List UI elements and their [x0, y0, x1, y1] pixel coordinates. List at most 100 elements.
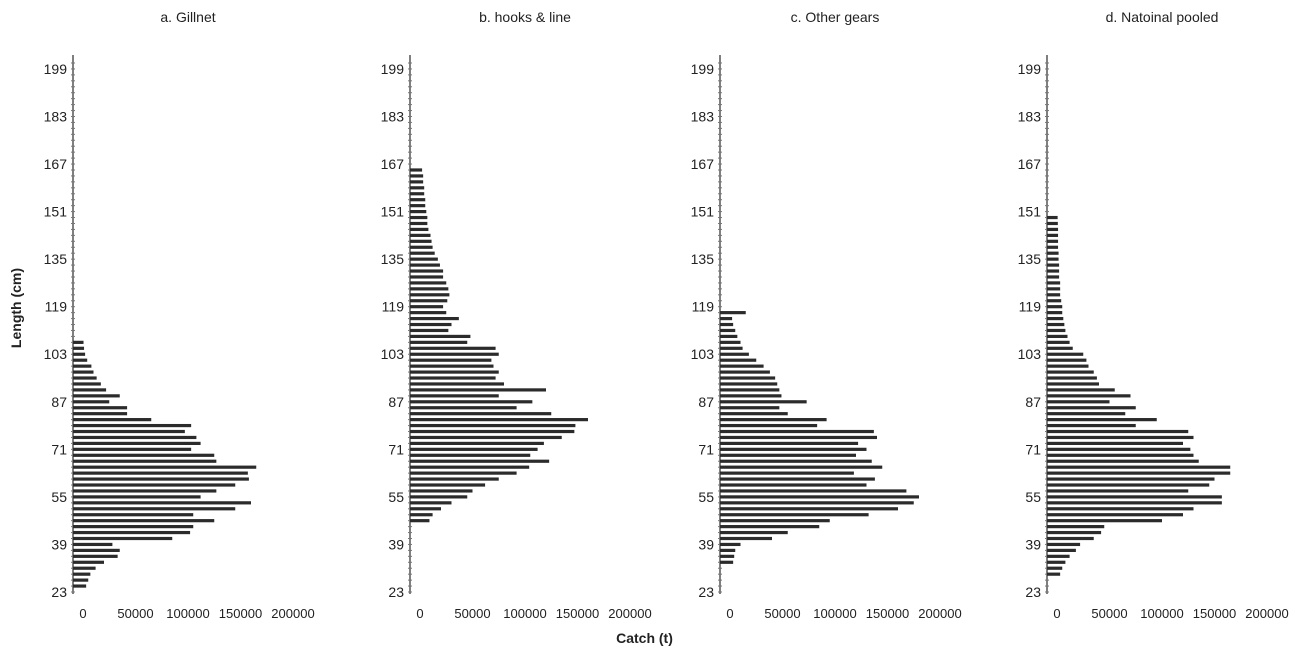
bar: [720, 447, 867, 451]
y-tick-label: 55: [51, 489, 67, 505]
bar: [410, 471, 517, 475]
bar: [720, 352, 749, 356]
x-tick-label: 100000: [166, 606, 209, 621]
bar: [410, 334, 471, 339]
bar: [73, 465, 257, 469]
x-tick-label: 150000: [866, 606, 909, 621]
bar: [73, 519, 215, 523]
bar: [720, 346, 743, 350]
bar: [410, 441, 544, 446]
y-tick-label: 87: [388, 394, 404, 410]
bar: [720, 483, 867, 487]
y-tick-label: 135: [691, 251, 715, 267]
bar: [410, 352, 499, 356]
bar: [720, 507, 898, 511]
bar: [73, 370, 94, 374]
bar: [720, 334, 738, 339]
bar: [1047, 311, 1063, 315]
bar: [410, 287, 449, 291]
bar: [410, 192, 425, 196]
bar: [410, 412, 552, 416]
y-tick-label: 167: [381, 156, 405, 172]
y-tick-label: 87: [698, 394, 714, 410]
x-tick-label: 150000: [1193, 606, 1236, 621]
bar: [720, 429, 874, 434]
bar: [410, 269, 444, 273]
bar: [1047, 536, 1094, 541]
y-tick-label: 39: [51, 536, 67, 552]
bar: [1047, 406, 1136, 410]
bar: [1047, 316, 1064, 321]
y-tick-label: 119: [382, 299, 405, 315]
bar: [1047, 435, 1194, 440]
bar: [410, 400, 533, 404]
bar: [720, 453, 856, 457]
bar: [720, 376, 776, 380]
bar: [410, 519, 430, 523]
bar: [73, 572, 91, 576]
bar: [410, 489, 473, 493]
y-tick-label: 39: [698, 536, 714, 552]
bar: [1047, 495, 1222, 499]
bar: [1047, 548, 1076, 552]
bar: [1047, 281, 1061, 285]
x-tick-label: 0: [416, 606, 423, 621]
bar: [73, 346, 85, 350]
bar: [410, 180, 424, 184]
bar: [720, 542, 741, 547]
x-tick-label: 0: [726, 606, 733, 621]
bar: [410, 322, 452, 327]
bar: [720, 501, 914, 505]
bar: [73, 525, 194, 529]
bar: [73, 423, 192, 428]
x-tick-label: 150000: [556, 606, 599, 621]
bar: [73, 489, 217, 493]
bar: [720, 388, 780, 392]
bar: [720, 400, 807, 404]
y-tick-label: 23: [1025, 584, 1041, 600]
bar: [73, 566, 96, 570]
x-tick-label: 50000: [454, 606, 490, 621]
bar: [1047, 459, 1199, 463]
y-tick-label: 135: [1018, 251, 1042, 267]
bar: [720, 513, 869, 517]
bar: [720, 316, 733, 321]
bar: [1047, 554, 1070, 558]
y-tick-label: 151: [381, 204, 405, 220]
x-tick-label: 50000: [764, 606, 800, 621]
bar: [1047, 477, 1215, 481]
bar: [73, 477, 249, 481]
y-tick-label: 199: [1018, 61, 1042, 77]
bar: [73, 548, 120, 552]
bar: [410, 328, 449, 333]
bar: [410, 227, 429, 232]
bar: [1047, 239, 1059, 243]
bar: [1047, 394, 1131, 398]
bar: [410, 507, 441, 511]
bar: [1047, 501, 1222, 505]
bar: [720, 435, 877, 440]
bar: [410, 465, 530, 469]
bar: [1047, 525, 1105, 529]
x-tick-label: 200000: [608, 606, 651, 621]
bar: [73, 453, 215, 457]
bar: [720, 412, 788, 416]
bar: [1047, 418, 1157, 422]
bar: [410, 394, 499, 398]
y-tick-label: 151: [1018, 204, 1042, 220]
bar: [720, 441, 859, 446]
bar: [720, 322, 734, 327]
x-tick-label: 200000: [1245, 606, 1288, 621]
bar: [1047, 221, 1058, 226]
y-tick-label: 103: [691, 346, 715, 362]
bar: [73, 358, 88, 362]
bar: [410, 388, 546, 392]
bar: [410, 346, 496, 350]
bar: [410, 453, 531, 457]
bar: [73, 352, 86, 356]
bar: [1047, 352, 1084, 356]
bar: [720, 382, 778, 386]
bar: [410, 204, 426, 208]
y-tick-label: 71: [388, 441, 404, 457]
